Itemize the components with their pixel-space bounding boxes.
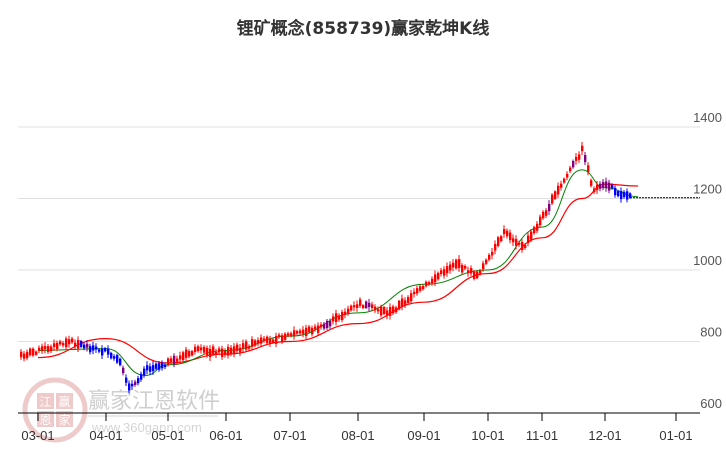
y-axis-label: 1400 — [693, 110, 722, 125]
x-axis-label: 03-01 — [21, 428, 54, 443]
moving-averages — [37, 169, 639, 376]
svg-text:恩: 恩 — [39, 413, 51, 427]
watermark: 江 赢 恩 家 赢家江恩软件 www.360gann.com — [22, 377, 220, 443]
x-axis-label: 04-01 — [89, 428, 122, 443]
y-axis-label: 600 — [700, 396, 722, 411]
x-axis-label: 05-01 — [151, 428, 184, 443]
x-axis-label: 06-01 — [209, 428, 242, 443]
x-axis-label: 01-01 — [659, 428, 692, 443]
watermark-url: www.360gann.com — [91, 420, 202, 435]
x-axis-label: 09-01 — [407, 428, 440, 443]
ma-short-line — [37, 169, 639, 376]
ma-long-line — [37, 183, 639, 364]
svg-text:赢: 赢 — [58, 394, 70, 409]
candlesticks — [20, 141, 632, 394]
y-axis-label: 1200 — [693, 182, 722, 197]
watermark-name: 赢家江恩软件 — [88, 389, 220, 414]
svg-text:家: 家 — [58, 412, 70, 427]
svg-text:江: 江 — [39, 395, 51, 409]
x-axis-label: 12-01 — [588, 428, 621, 443]
chart-title: 锂矿概念(858739)赢家乾坤K线 — [236, 19, 490, 39]
gridlines: 600 800 1000 1200 1400 — [18, 110, 722, 411]
x-axis-label: 07-01 — [273, 428, 306, 443]
axes: 03-01 04-01 05-01 06-01 07-01 08-01 09-01 10-01… — [18, 412, 700, 443]
y-axis-label: 800 — [700, 325, 722, 340]
x-axis-label: 08-01 — [341, 428, 374, 443]
x-axis-label: 10-01 — [471, 428, 504, 443]
x-axis-label: 11-01 — [526, 428, 558, 443]
y-axis-label: 1000 — [693, 253, 722, 268]
